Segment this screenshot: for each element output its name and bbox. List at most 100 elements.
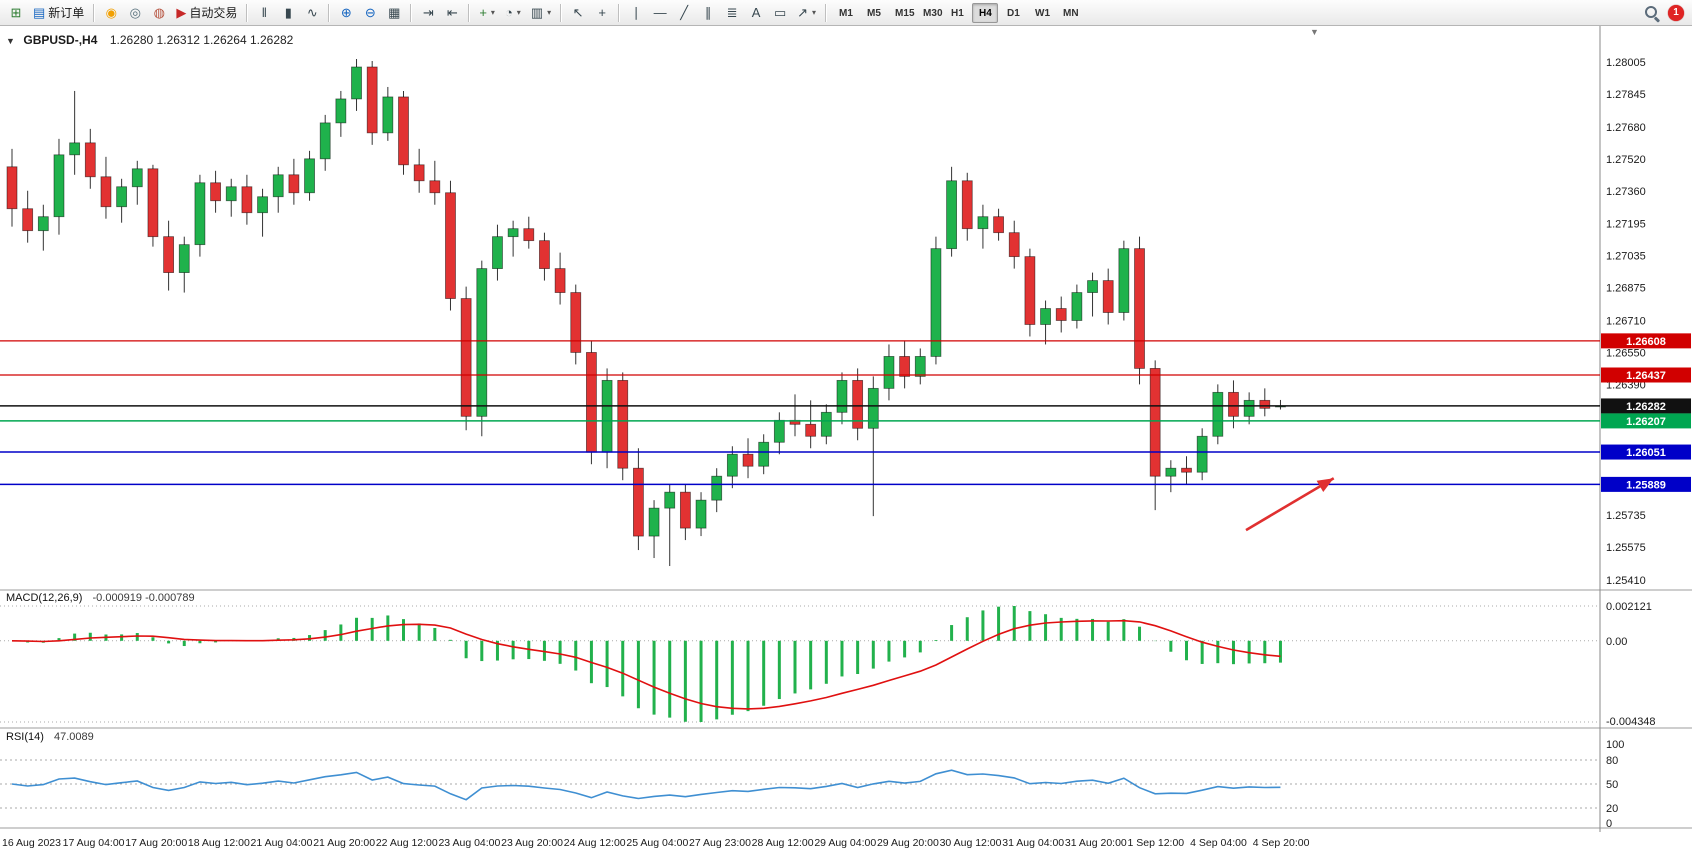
mql5-community-button[interactable]: ◉ <box>100 2 122 24</box>
candle-up[interactable] <box>1118 248 1130 313</box>
candle-down[interactable] <box>1228 391 1239 417</box>
cursor-button[interactable]: ↖ <box>567 2 589 24</box>
timeframe-m30[interactable]: M30 <box>916 3 942 23</box>
horizontal-line-button[interactable]: — <box>649 2 671 24</box>
templates-dropdown-caret-icon[interactable]: ▾ <box>547 8 552 17</box>
candle-down[interactable] <box>617 379 629 469</box>
candle-down[interactable] <box>1134 248 1145 369</box>
candle-up[interactable] <box>773 419 785 443</box>
candle-up[interactable] <box>1087 280 1098 293</box>
candle-up[interactable] <box>648 507 660 537</box>
candle-down[interactable] <box>445 192 456 299</box>
candle-down[interactable] <box>6 166 18 210</box>
candle-up[interactable] <box>37 216 49 232</box>
macd-indicator-label[interactable]: MACD(12,26,9) -0.000919 -0.000789 <box>6 592 195 604</box>
candle-down[interactable] <box>1102 280 1114 313</box>
search-icon[interactable] <box>1643 4 1661 23</box>
autotrading-button[interactable]: ▶ 自动交易 <box>172 2 241 24</box>
candle-down[interactable] <box>1055 308 1067 321</box>
trend-arrow-annotation[interactable] <box>1245 477 1335 532</box>
timeframe-m15[interactable]: M15 <box>888 3 914 23</box>
candle-down[interactable] <box>570 292 582 353</box>
candle-up[interactable] <box>178 244 190 273</box>
periods-button[interactable]: ◔ ▾ <box>501 2 525 24</box>
candle-up[interactable] <box>867 387 879 429</box>
candle-down[interactable] <box>805 423 817 437</box>
timeframe-h4[interactable]: H4 <box>972 2 999 23</box>
auto-scroll-button[interactable]: ⇥ <box>417 2 439 24</box>
candle-up[interactable] <box>711 475 723 501</box>
candle-down[interactable] <box>1181 467 1192 473</box>
candle-down[interactable] <box>1008 232 1020 258</box>
notification-badge[interactable]: 1 <box>1668 4 1684 21</box>
candle-up[interactable] <box>272 174 284 198</box>
candle-down[interactable] <box>742 453 754 467</box>
candle-up[interactable] <box>257 196 268 214</box>
candle-down[interactable] <box>288 174 300 194</box>
candle-down[interactable] <box>679 491 691 529</box>
candle-up[interactable] <box>820 411 832 437</box>
candle-down[interactable] <box>993 216 1004 234</box>
candle-up[interactable] <box>1212 391 1224 437</box>
candle-down[interactable] <box>429 180 441 194</box>
candle-up[interactable] <box>758 441 770 467</box>
timeframe-d1[interactable]: D1 <box>1000 3 1026 23</box>
timeframe-m1[interactable]: M1 <box>832 3 858 23</box>
candle-up[interactable] <box>492 236 503 270</box>
candle-up[interactable] <box>1165 467 1177 477</box>
candle-up[interactable] <box>883 356 895 389</box>
candle-down[interactable] <box>398 96 409 166</box>
crosshair-button[interactable]: + <box>591 2 613 24</box>
candle-down[interactable] <box>1149 368 1161 477</box>
candle-up[interactable] <box>116 186 128 208</box>
candle-up[interactable] <box>69 142 81 156</box>
line-chart-mode-button[interactable]: ∿ <box>301 2 323 24</box>
candle-up[interactable] <box>351 66 362 100</box>
candle-down[interactable] <box>554 268 566 293</box>
candle-up[interactable] <box>664 491 676 509</box>
candle-up[interactable] <box>507 228 519 238</box>
tile-windows-button[interactable]: ▦ <box>383 2 405 24</box>
new-order-button[interactable]: ▤ 新订单 <box>29 2 88 24</box>
candle-down[interactable] <box>1024 256 1036 325</box>
chart-shift-toggle-button[interactable]: ⇤ <box>441 2 463 24</box>
candle-down[interactable] <box>163 236 175 273</box>
timeframe-w1[interactable]: W1 <box>1028 3 1054 23</box>
candle-down[interactable] <box>961 180 973 230</box>
candle-up[interactable] <box>1243 399 1255 417</box>
rsi-indicator-label[interactable]: RSI(14) 47.0089 <box>6 731 94 743</box>
market-button[interactable]: ◍ <box>148 2 170 24</box>
timeframe-mn[interactable]: MN <box>1056 3 1082 23</box>
vertical-line-button[interactable]: ∣ <box>625 2 647 24</box>
candle-up[interactable] <box>1071 292 1083 321</box>
indicators-button[interactable]: + ▾ <box>475 2 499 24</box>
candle-down[interactable] <box>147 168 159 238</box>
candle-down[interactable] <box>539 240 550 270</box>
candle-up[interactable] <box>194 182 206 246</box>
candle-up[interactable] <box>335 98 347 124</box>
timeframe-m5[interactable]: M5 <box>860 3 886 23</box>
candle-down[interactable] <box>366 66 378 134</box>
fibonacci-button[interactable]: ≣ <box>721 2 743 24</box>
arrow-objects-dropdown-caret-icon[interactable]: ▾ <box>812 8 817 17</box>
candle-down[interactable] <box>899 356 911 377</box>
metaeditor-button[interactable]: ◎ <box>124 2 146 24</box>
text-button[interactable]: A <box>745 2 767 24</box>
candle-down[interactable] <box>241 186 253 214</box>
trendline-button[interactable]: ╱ <box>673 2 695 24</box>
candle-up[interactable] <box>476 268 488 417</box>
bar-chart-mode-button[interactable]: ǁ <box>253 2 275 24</box>
candle-up[interactable] <box>225 186 237 202</box>
equidistant-channel-button[interactable]: ∥ <box>697 2 719 24</box>
candle-down[interactable] <box>1259 399 1271 409</box>
candle-down[interactable] <box>100 176 112 208</box>
new-chart-button[interactable]: ⊞ <box>5 2 27 24</box>
candle-down[interactable] <box>460 298 472 417</box>
chart-shift-marker[interactable]: ▼ <box>1310 27 1319 37</box>
candle-up[interactable] <box>1196 435 1208 473</box>
candle-up[interactable] <box>914 356 926 377</box>
candle-up[interactable] <box>319 122 331 160</box>
candle-up[interactable] <box>53 154 65 218</box>
arrow-objects-button[interactable]: ↗ ▾ <box>793 2 820 24</box>
